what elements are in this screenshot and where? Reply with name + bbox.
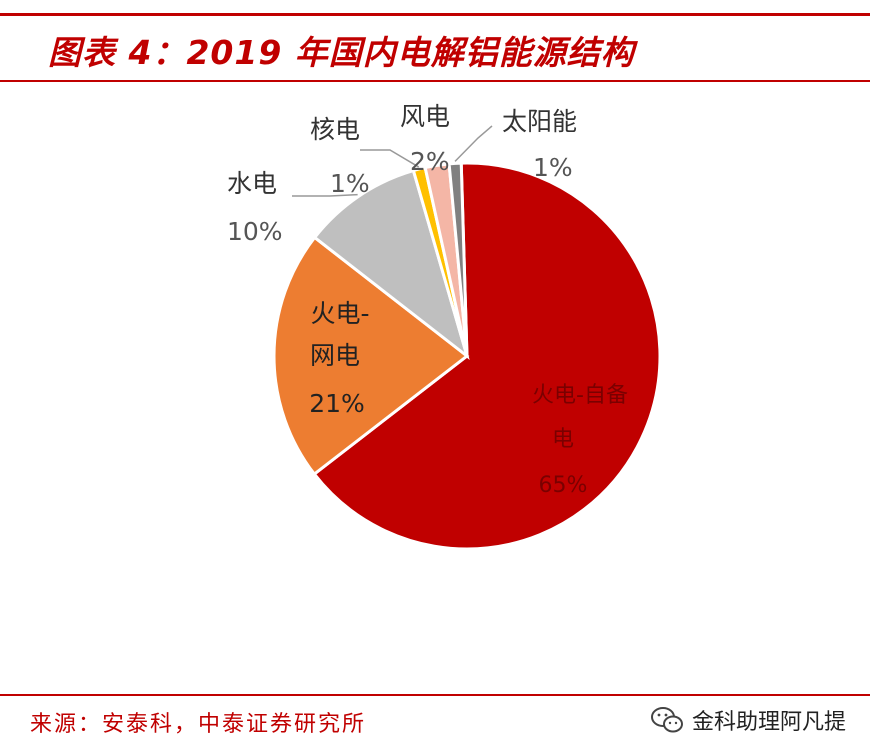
slice-value-coal-self: 65% (539, 473, 588, 498)
watermark: 金科助理阿凡提 (650, 704, 846, 736)
slice-value-nuclear: 1% (330, 169, 370, 198)
chart-title: 图表 4：2019 年国内电解铝能源结构 (48, 33, 635, 72)
slice-value-wind: 2% (410, 147, 450, 176)
leader-solar (454, 125, 493, 162)
slice-value-coal-grid: 21% (309, 389, 365, 418)
footer-rule (0, 694, 870, 696)
slice-label-coal-grid: 火电- (310, 299, 369, 328)
slice-label-coal-grid-line2: 网电 (310, 341, 360, 370)
leader-lines (292, 125, 493, 197)
slice-solar (447, 161, 469, 357)
wechat-icon (650, 707, 683, 733)
pie-slices (272, 161, 662, 551)
pie-chart: 火电-自备 电 65% 火电- 网电 21% 水电 10% 核电 1% 风电 2… (227, 102, 662, 551)
slice-label-coal-self-line2: 电 (552, 427, 574, 452)
slice-label-wind: 风电 (400, 102, 450, 131)
slice-value-solar: 1% (533, 153, 573, 182)
title-rule (0, 80, 870, 82)
top-rule (0, 13, 870, 16)
slice-label-nuclear: 核电 (310, 115, 360, 144)
slice-label-coal-self: 火电-自备 (532, 383, 628, 408)
slice-label-hydro: 水电 (227, 169, 277, 198)
source-note: 来源：安泰科，中泰证券研究所 (30, 712, 367, 737)
leader-hydro (292, 193, 358, 197)
slice-coal-self (312, 161, 662, 551)
slice-coal-grid (272, 235, 470, 477)
slice-label-solar: 太阳能 (502, 107, 577, 136)
leader-wind (436, 151, 445, 164)
leader-nuclear (360, 149, 420, 168)
watermark-text: 金科助理阿凡提 (691, 710, 846, 735)
slice-hydro (312, 168, 470, 361)
slice-value-hydro: 10% (227, 217, 283, 246)
